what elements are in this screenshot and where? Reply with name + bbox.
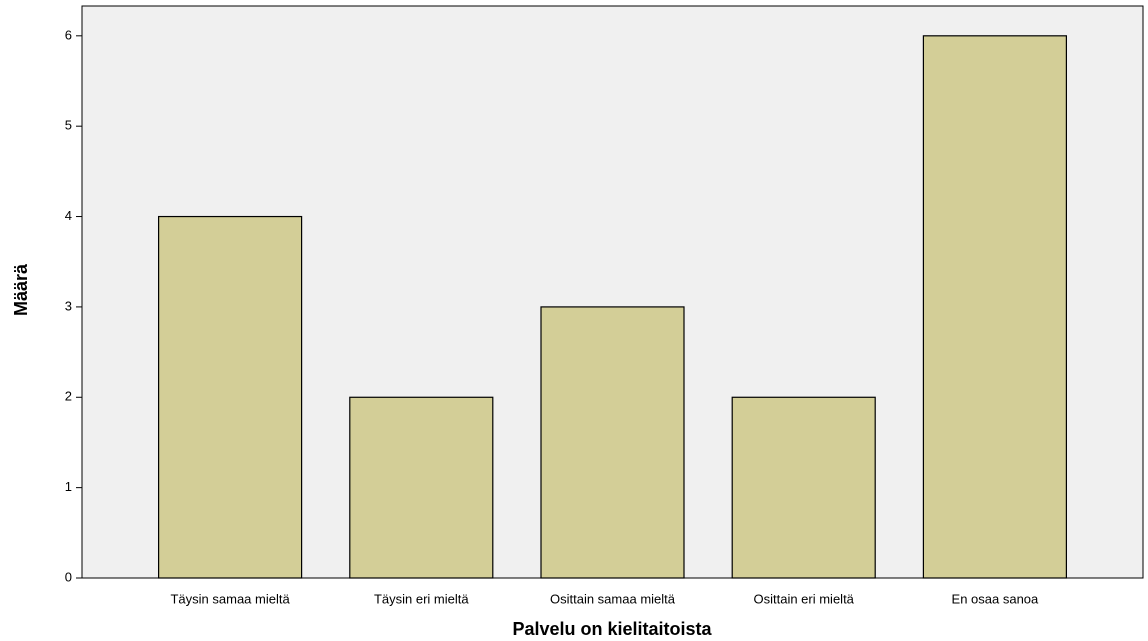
bar bbox=[731, 396, 876, 579]
x-tick-label: Täysin samaa mieltä bbox=[170, 591, 290, 606]
x-tick-label: Osittain samaa mieltä bbox=[550, 591, 676, 606]
x-tick-label: Osittain eri mieltä bbox=[753, 591, 854, 606]
y-tick-label: 3 bbox=[65, 298, 72, 313]
y-tick-label: 4 bbox=[65, 208, 72, 223]
y-tick-label: 5 bbox=[65, 118, 72, 133]
x-tick-label: Täysin eri mieltä bbox=[374, 591, 469, 606]
y-tick-label: 2 bbox=[65, 389, 72, 404]
bar bbox=[540, 306, 685, 579]
bar bbox=[158, 215, 303, 579]
bar bbox=[349, 396, 494, 579]
y-tick-label: 6 bbox=[65, 27, 72, 42]
x-axis-title: Palvelu on kielitaitoista bbox=[512, 619, 712, 639]
bar bbox=[922, 35, 1068, 579]
x-tick-label: En osaa sanoa bbox=[952, 591, 1040, 606]
y-axis-title: Määrä bbox=[11, 263, 31, 316]
y-tick-label: 1 bbox=[65, 479, 72, 494]
y-tick-label: 0 bbox=[65, 569, 72, 584]
